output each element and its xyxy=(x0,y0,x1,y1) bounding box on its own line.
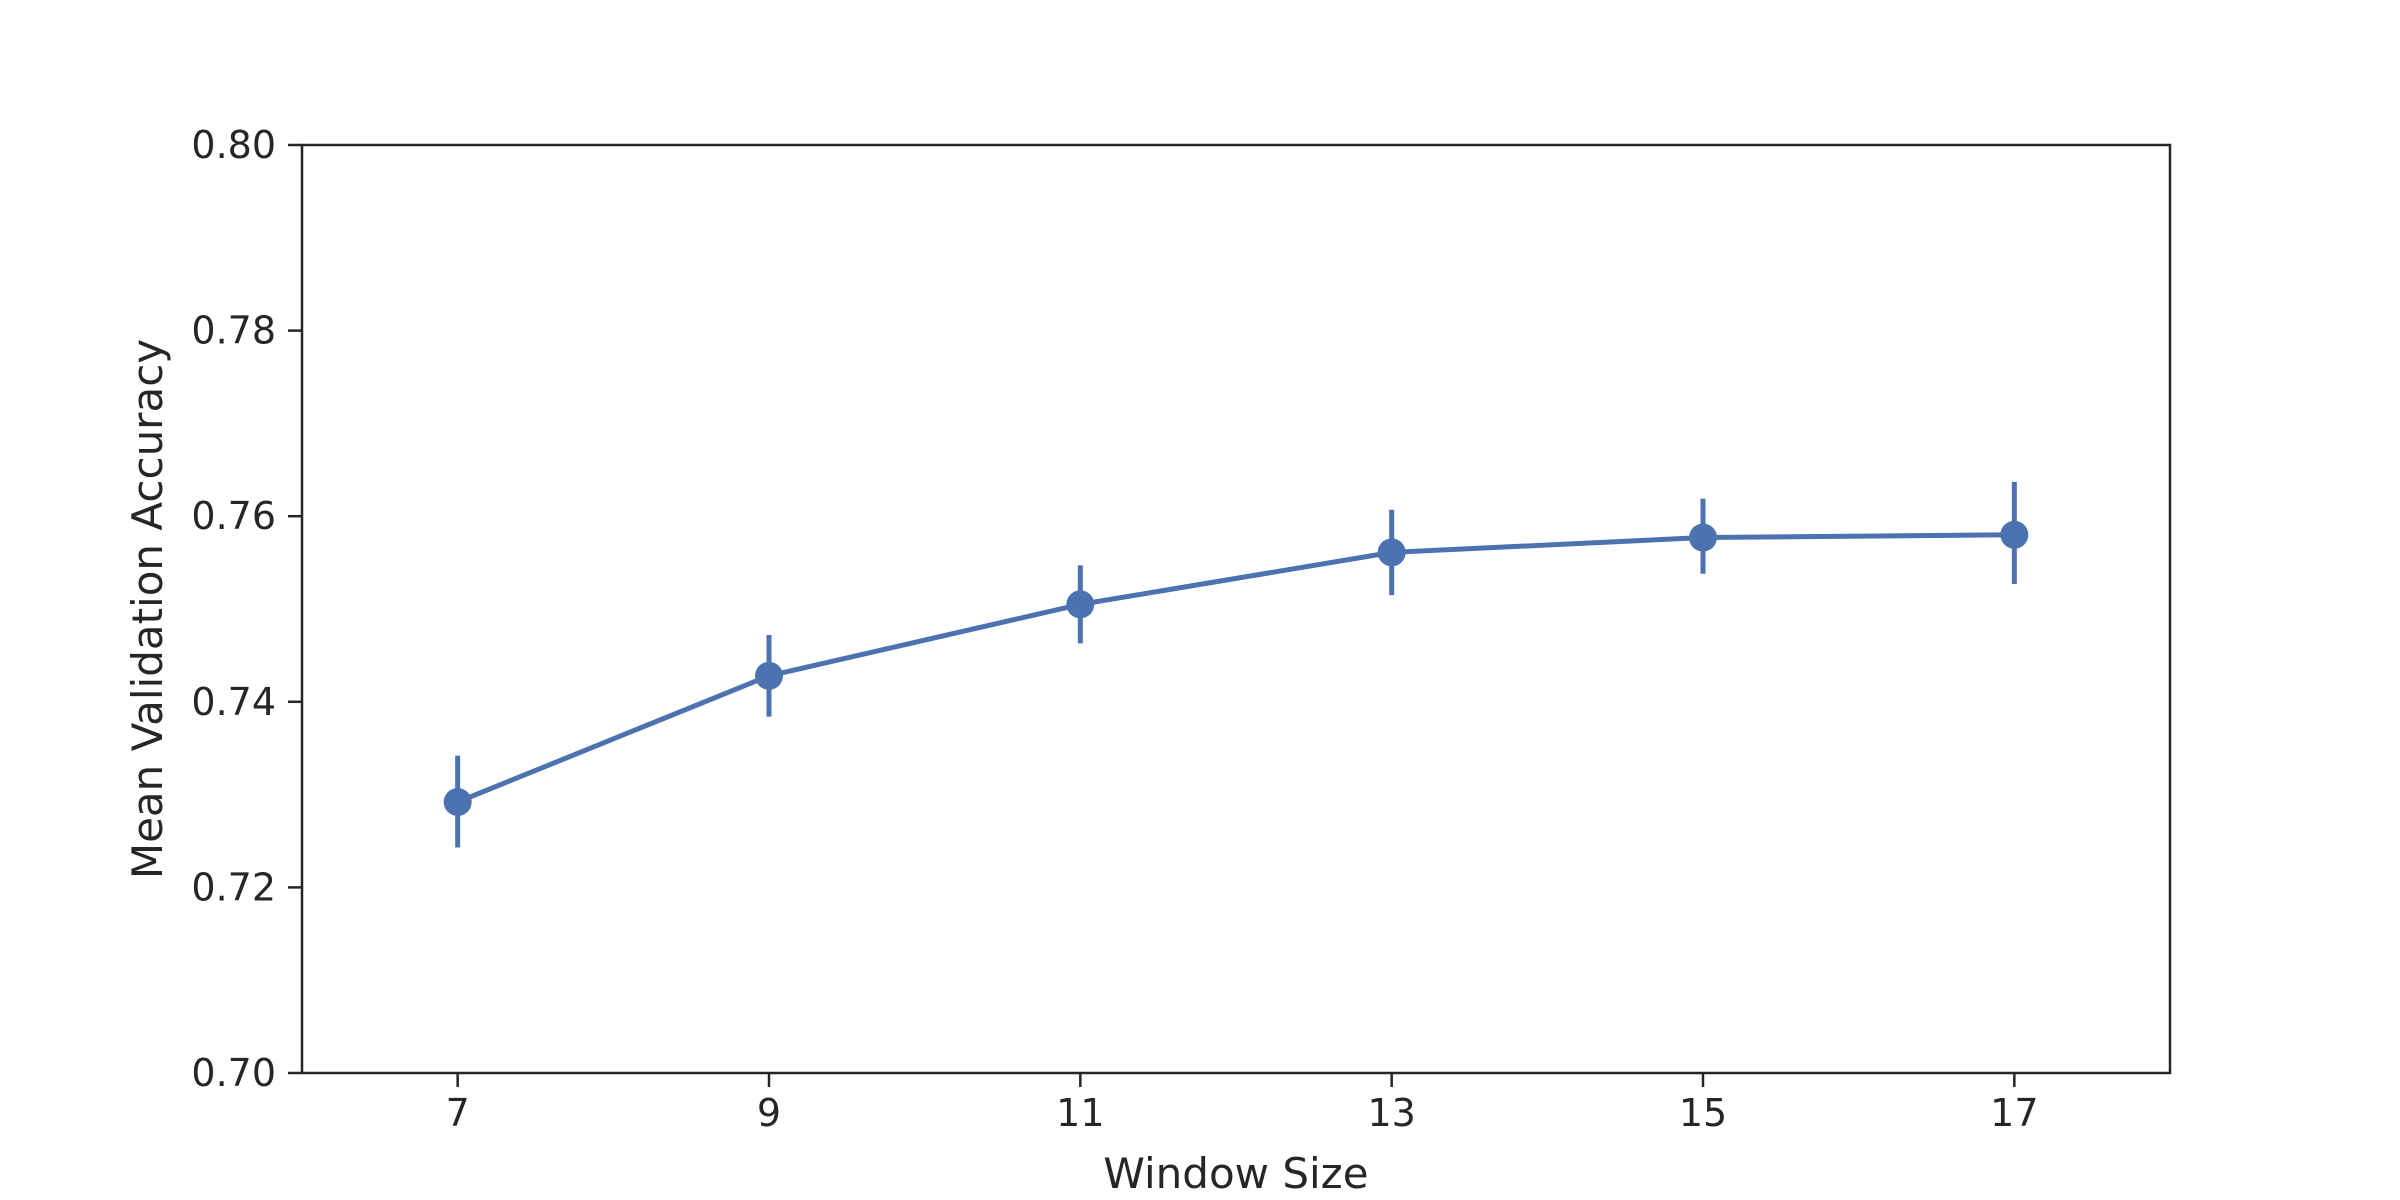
y-tick-label: 0.70 xyxy=(191,1051,276,1095)
data-point xyxy=(1689,523,1717,552)
x-tick-label: 9 xyxy=(757,1091,781,1135)
y-tick-label: 0.80 xyxy=(191,123,276,167)
y-axis-label: Mean Validation Accuracy xyxy=(123,339,172,879)
data-point xyxy=(755,661,783,690)
x-tick-label: 15 xyxy=(1679,1091,1727,1135)
series-line xyxy=(455,532,2017,805)
x-tick-label: 17 xyxy=(1990,1091,2038,1135)
x-tick-label: 13 xyxy=(1367,1091,1415,1135)
y-tick-label: 0.78 xyxy=(191,309,276,353)
data-point xyxy=(443,788,472,817)
series-layer xyxy=(443,481,2029,848)
x-tick-label: 11 xyxy=(1056,1091,1104,1135)
data-point xyxy=(1377,538,1406,567)
x-tick-label: 7 xyxy=(446,1091,470,1135)
plot-frame xyxy=(300,143,2172,1075)
x-axis-label: Window Size xyxy=(1103,1149,1368,1198)
y-tick-label: 0.72 xyxy=(191,865,276,909)
y-tick-label: 0.76 xyxy=(191,494,276,538)
ticks-layer: 0.70 0.72 0.74 0.76 0.78 0.80 7 9 11 13 15 17 xyxy=(191,123,2038,1135)
data-point xyxy=(2000,520,2029,549)
data-point xyxy=(1066,590,1095,619)
y-tick-label: 0.74 xyxy=(191,680,276,724)
